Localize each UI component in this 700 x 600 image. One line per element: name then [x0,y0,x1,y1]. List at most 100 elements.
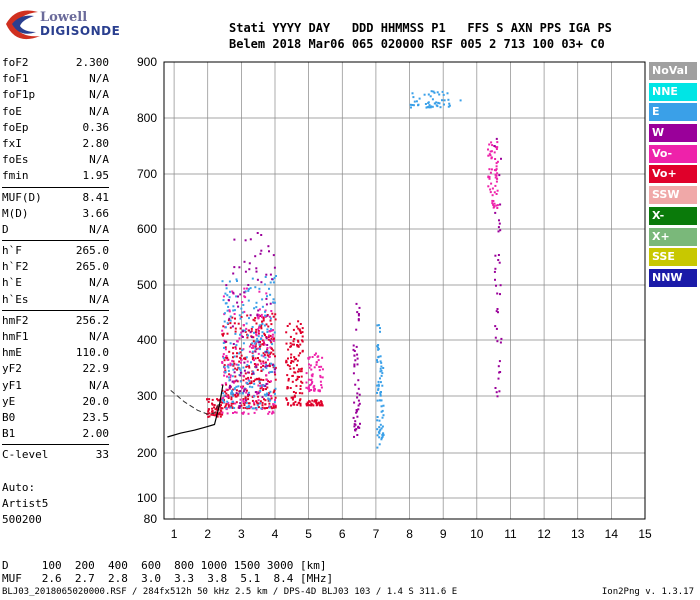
echo-point [377,346,379,349]
echo-point [496,292,499,295]
echo-point [353,401,356,404]
echo-point [235,401,238,404]
echo-point [315,352,317,355]
echo-point [232,305,235,308]
echo-point [259,390,262,392]
echo-point [266,348,269,351]
echo-point [273,337,275,340]
echo-point [310,368,313,371]
echo-point [264,361,267,364]
echo-point [264,394,267,397]
echo-point [227,363,230,366]
echo-point [250,330,253,333]
echo-point [220,401,222,404]
echo-point [222,396,225,399]
echo-point [285,398,288,401]
legend-item-e: E [649,103,697,122]
echo-point [239,405,241,408]
param-value: 110.0 [75,346,109,360]
echo-point [265,363,268,366]
echo-point [260,327,263,330]
echo-point [238,352,241,355]
echo-point [247,391,250,394]
echo-point [305,386,308,389]
polarization-legend: NoVal NNE E W Vo- Vo+ SSW X- X+ SSE NNW [649,62,697,290]
echo-point [265,350,268,353]
echo-point [247,398,250,401]
echo-point [247,289,250,292]
echo-point [247,395,250,398]
echo-point [377,384,380,387]
echo-point [226,332,229,335]
x-tick-label: 3 [238,527,245,541]
echo-point [253,319,256,322]
echo-point [242,366,245,369]
echo-point [285,397,288,400]
echo-point [247,378,250,381]
echo-point [496,172,499,175]
echo-point [242,401,245,403]
echo-point [493,145,496,147]
echo-point [286,387,289,390]
echo-point [255,267,258,270]
x-tick-label: 2 [204,527,211,541]
echo-point [313,387,316,390]
echo-point [495,327,498,330]
echo-point [495,204,498,207]
echo-point [495,284,497,287]
echo-point [318,369,321,372]
echo-point [229,315,232,318]
echo-point [495,137,498,140]
echo-point [266,392,268,395]
echo-point [232,368,235,371]
echo-point [268,402,271,405]
echo-point [270,397,273,400]
echo-point [240,361,242,364]
param-value: N/A [89,88,109,102]
echo-point [490,182,493,185]
echo-point [245,356,248,359]
echo-point [248,380,251,382]
echo-point [245,327,248,330]
echo-point [493,169,496,172]
echo-point [251,373,254,376]
echo-point [244,396,247,399]
echo-point [227,319,230,322]
logo-text-lowell: Lowell [40,10,88,25]
echo-point [309,404,312,407]
echo-point [257,331,260,334]
echo-point [314,399,316,402]
echo-point [293,343,295,346]
echo-point [377,355,380,358]
echo-point [254,331,257,334]
echo-point [272,329,274,331]
echo-point [219,409,222,412]
echo-point [227,299,230,301]
echo-point [237,363,240,366]
echo-point [249,382,251,385]
echo-point [257,395,259,398]
echo-point [240,307,243,310]
echo-point [252,401,255,404]
echo-point [241,387,244,390]
echo-point [438,102,441,105]
echo-point [247,405,250,407]
echo-point [233,380,236,383]
echo-point [257,330,260,332]
echo-point [299,404,302,407]
echo-point [263,354,266,356]
echo-point [493,202,496,205]
param-row: hmF1 N/A [2,329,109,345]
echo-point [492,203,495,206]
echo-point [299,402,302,405]
echo-point [376,434,379,437]
echo-point [493,191,496,194]
echo-point [297,354,300,357]
param-value: 2.300 [75,56,109,69]
echo-point [287,377,290,380]
echo-point [268,250,270,253]
echo-point [232,360,235,363]
echo-point [301,381,304,384]
echo-point [230,398,233,401]
echo-point [498,261,501,264]
